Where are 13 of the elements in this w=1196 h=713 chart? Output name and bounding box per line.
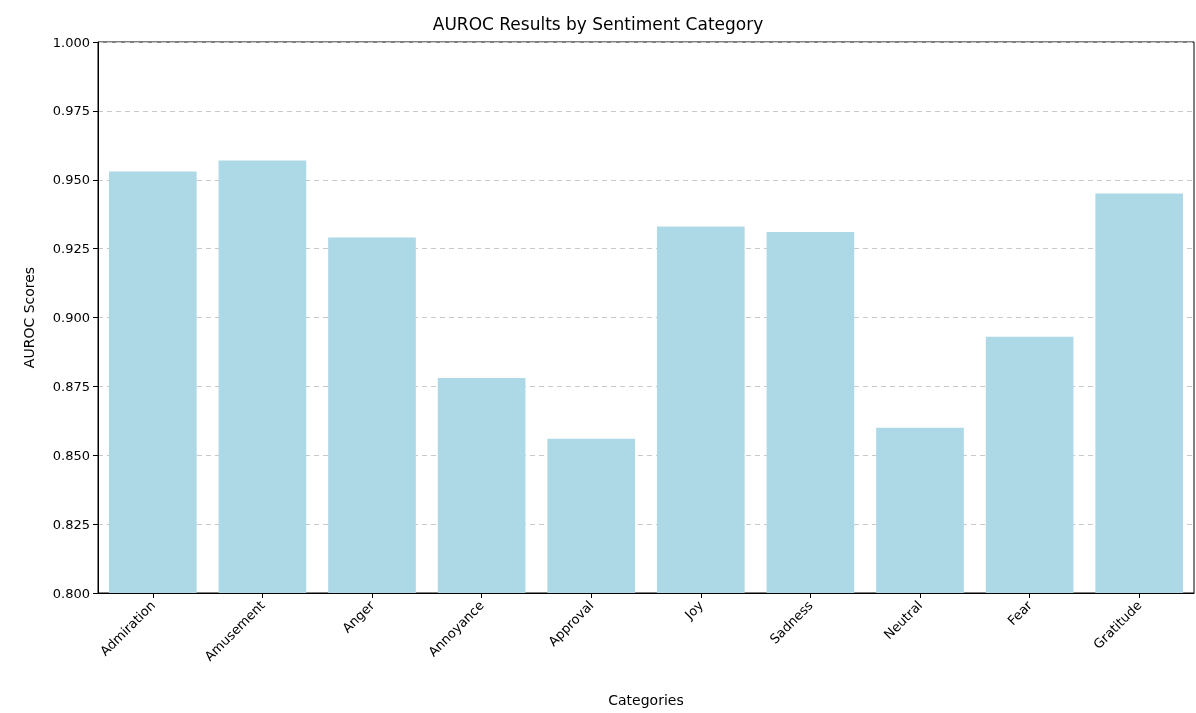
y-axis-title: AUROC Scores — [21, 266, 37, 369]
y-tick-label: 0.850 — [52, 447, 90, 463]
y-tick-label: 0.950 — [52, 172, 90, 188]
y-tick-label: 0.925 — [52, 241, 90, 257]
y-tick-label: 0.900 — [52, 310, 90, 325]
y-tick-label: 0.875 — [52, 378, 90, 394]
y-tick-label: 0.975 — [52, 103, 90, 119]
x-tick-label: Joy — [681, 597, 707, 623]
y-tick-label: 0.800 — [52, 585, 90, 601]
y-tick-label: 1.000 — [52, 34, 90, 50]
chart-title: AUROC Results by Sentiment Category — [432, 13, 764, 34]
y-tick-label: 0.825 — [52, 516, 90, 532]
x-axis-title: Categories — [608, 692, 684, 708]
